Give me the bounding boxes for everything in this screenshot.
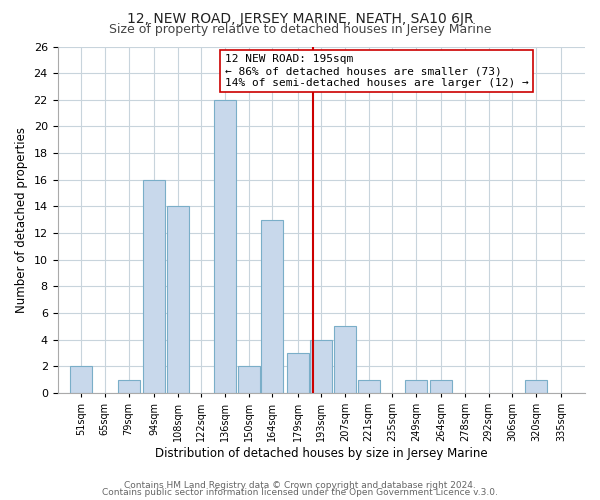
Bar <box>310 340 332 393</box>
Bar <box>118 380 140 393</box>
Text: Contains HM Land Registry data © Crown copyright and database right 2024.: Contains HM Land Registry data © Crown c… <box>124 480 476 490</box>
Bar <box>214 100 236 393</box>
Bar <box>334 326 356 393</box>
X-axis label: Distribution of detached houses by size in Jersey Marine: Distribution of detached houses by size … <box>155 447 488 460</box>
Text: Contains public sector information licensed under the Open Government Licence v.: Contains public sector information licen… <box>102 488 498 497</box>
Bar <box>358 380 380 393</box>
Text: 12, NEW ROAD, JERSEY MARINE, NEATH, SA10 6JR: 12, NEW ROAD, JERSEY MARINE, NEATH, SA10… <box>127 12 473 26</box>
Bar <box>405 380 427 393</box>
Bar <box>430 380 452 393</box>
Bar <box>143 180 165 393</box>
Bar <box>167 206 188 393</box>
Bar <box>525 380 547 393</box>
Bar <box>287 353 308 393</box>
Bar <box>261 220 283 393</box>
Bar <box>238 366 260 393</box>
Text: 12 NEW ROAD: 195sqm
← 86% of detached houses are smaller (73)
14% of semi-detach: 12 NEW ROAD: 195sqm ← 86% of detached ho… <box>225 54 529 88</box>
Y-axis label: Number of detached properties: Number of detached properties <box>15 127 28 313</box>
Bar <box>70 366 92 393</box>
Text: Size of property relative to detached houses in Jersey Marine: Size of property relative to detached ho… <box>109 22 491 36</box>
